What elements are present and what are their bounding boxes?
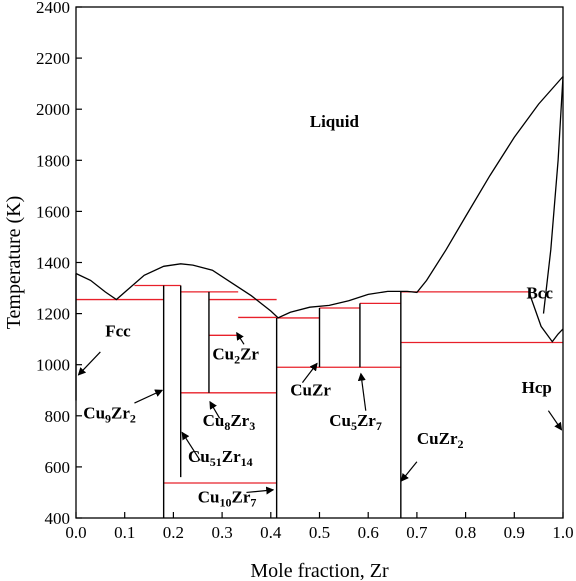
x-tick-label: 0.9	[504, 523, 525, 542]
label-part: Zr	[231, 488, 250, 507]
label-part: CuZr	[417, 429, 458, 448]
label-part: 2	[458, 437, 464, 451]
label-part: 10	[219, 496, 231, 510]
label-part: Zr	[111, 403, 130, 422]
axis-ticks: 0.0 0.1 0.2 0.3 0.4 0.5 0.6 0.7 0.8 0.9 1.0 400 600 8…	[36, 0, 574, 542]
plot-frame	[75, 6, 564, 519]
label-part: Liquid	[310, 112, 360, 131]
y-axis-title: Temperature (K)	[3, 196, 25, 330]
x-tick-label: 0.7	[406, 523, 428, 542]
label-part: Zr	[240, 345, 259, 364]
label-part: 2	[234, 353, 240, 367]
phase-label-bcc: Bcc	[526, 283, 553, 302]
phase-label-cu2zr: Cu2Zr	[212, 345, 259, 367]
label-part: 14	[241, 455, 253, 469]
label-part: Zr	[357, 411, 376, 430]
bcc-boundary-curve	[542, 76, 564, 314]
label-part: 3	[249, 419, 255, 433]
y-tick-label: 1800	[36, 151, 70, 170]
label-part: 5	[351, 419, 357, 433]
label-part: 7	[376, 419, 382, 433]
label-part: Cu	[188, 447, 210, 466]
cu51zr14-arrow	[181, 431, 201, 461]
phase-label-cu10zr7: Cu10Zr7	[198, 488, 257, 510]
label-part: CuZr	[290, 380, 331, 399]
label-part: 51	[210, 455, 222, 469]
cu9zr2-arrow	[134, 389, 164, 404]
label-part: Cu	[83, 403, 105, 422]
cu2zr-arrow	[236, 331, 245, 345]
y-tick-label: 1400	[36, 254, 70, 273]
phase-label-liquid: Liquid	[310, 112, 360, 131]
phase-boundaries	[75, 76, 564, 518]
label-part: Bcc	[526, 283, 553, 302]
y-tick-label: 1600	[36, 202, 70, 221]
fcc-arrow	[77, 351, 101, 376]
x-tick-label: 0.8	[455, 523, 476, 542]
invariant-lines	[76, 284, 563, 484]
x-axis-title: Mole fraction, Zr	[250, 560, 389, 581]
x-tick-label: 0.3	[211, 523, 232, 542]
y-tick-label: 400	[45, 509, 71, 528]
y-tick-label: 1000	[36, 356, 70, 375]
y-tick-label: 2400	[36, 0, 70, 17]
cuzr-arrow	[301, 362, 318, 383]
phase-label-cuzr: CuZr	[290, 380, 331, 399]
label-part: Hcp	[522, 378, 552, 397]
x-tick-label: 0.5	[309, 523, 330, 542]
phase-labels: LiquidFccBccHcpCu9Zr2Cu2ZrCu8Zr3Cu51Zr14…	[83, 112, 553, 510]
phase-label-cu51zr14: Cu51Zr14	[188, 447, 253, 469]
bcc-lower-curve	[528, 291, 564, 343]
x-tick-label: 0.0	[65, 523, 86, 542]
label-part: 2	[130, 411, 136, 425]
y-tick-label: 600	[45, 458, 71, 477]
label-part: Zr	[222, 447, 241, 466]
phase-label-cu5zr7: Cu5Zr7	[329, 411, 382, 433]
y-tick-label: 2000	[36, 100, 70, 119]
hcp-arrow	[547, 410, 563, 431]
x-tick-label: 0.1	[114, 523, 135, 542]
cuzr2-arrow	[400, 461, 418, 482]
label-part: Cu	[198, 488, 220, 507]
phase-label-cu9zr2: Cu9Zr2	[83, 403, 136, 425]
label-part: Cu	[212, 345, 234, 364]
cu10zr7-arrow	[246, 486, 275, 495]
y-tick-label: 800	[45, 407, 71, 426]
phase-label-cu8zr3: Cu8Zr3	[203, 411, 256, 433]
label-part: Zr	[230, 411, 249, 430]
cu8zr3-arrow	[209, 400, 221, 419]
label-part: Cu	[203, 411, 225, 430]
label-arrows	[77, 331, 563, 495]
label-part: 7	[250, 496, 256, 510]
label-part: 8	[224, 419, 230, 433]
x-tick-label: 1.0	[552, 523, 573, 542]
cu5zr7-arrow	[357, 372, 367, 411]
phase-label-hcp: Hcp	[522, 378, 552, 397]
phase-label-fcc: Fcc	[105, 322, 131, 341]
phase-label-cuzr2: CuZr2	[417, 429, 464, 451]
liquidus-curve	[75, 76, 564, 319]
x-tick-label: 0.4	[260, 523, 282, 542]
y-tick-label: 1200	[36, 305, 70, 324]
label-part: Fcc	[105, 322, 131, 341]
x-tick-label: 0.6	[358, 523, 379, 542]
label-part: Cu	[329, 411, 351, 430]
y-tick-label: 2200	[36, 49, 70, 68]
label-part: 9	[105, 411, 111, 425]
x-tick-label: 0.2	[163, 523, 184, 542]
